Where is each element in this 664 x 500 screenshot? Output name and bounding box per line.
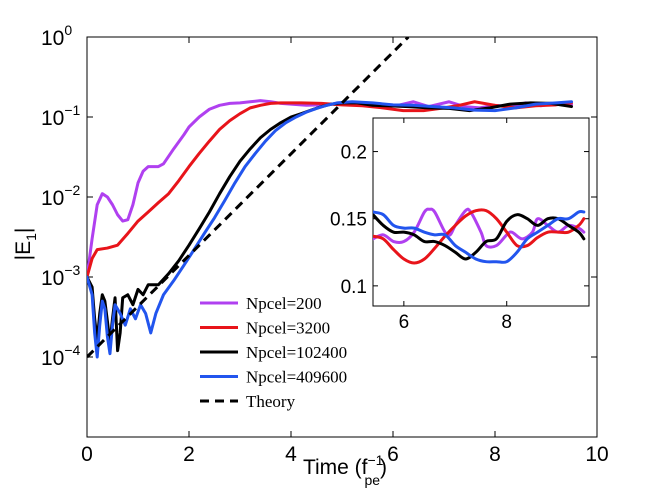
x-tick-label: 2 — [183, 443, 195, 466]
x-tick-label: 8 — [489, 443, 501, 466]
inset-y-tick-label: 0.15 — [330, 210, 367, 231]
inset-axis-ticks — [373, 118, 589, 306]
y-tick-label: 10−4 — [41, 342, 81, 370]
inset-series-line-3 — [373, 210, 586, 264]
inset-series-line-1 — [373, 208, 586, 265]
legend-label-0: Npcel=200 — [246, 294, 322, 313]
x-tick-label: 0 — [81, 443, 93, 466]
y-tick-label: 10−2 — [41, 182, 81, 210]
inset-x-tick-label: 8 — [501, 312, 512, 333]
series-line-4 — [87, 37, 410, 359]
inset-plot-frame — [372, 117, 590, 307]
legend-label-4: Theory — [246, 392, 296, 411]
x-tick-label: 6 — [387, 443, 399, 466]
series-line-3 — [87, 100, 573, 359]
x-tick-label: 10 — [585, 443, 608, 466]
inset-series-group — [373, 207, 586, 265]
y-tick-label: 10−1 — [41, 102, 81, 130]
x-tick-label: 4 — [285, 443, 297, 466]
series-line-0 — [87, 99, 573, 279]
inset-plot: 6 8 0.1 0.15 0.2 — [330, 117, 590, 333]
inset-x-tick-label: 6 — [399, 312, 410, 333]
y-tick-label: 100 — [41, 22, 72, 50]
legend: Npcel=200 Npcel=3200 Npcel=102400 Npcel=409… — [200, 294, 347, 411]
y-tick-label: 10−3 — [41, 262, 81, 290]
x-axis-label: Time (f−1 pe) — [303, 452, 387, 488]
inset-series-line-2 — [373, 213, 586, 261]
inset-y-tick-label: 0.1 — [341, 277, 367, 298]
inset-tick-labels: 6 8 0.1 0.15 0.2 — [330, 143, 512, 333]
series-line-1 — [87, 100, 573, 279]
main-tick-labels: 0 2 4 6 8 10 100 10−1 10−2 10−3 10−4 — [41, 22, 609, 466]
legend-label-3: Npcel=409600 — [246, 368, 347, 387]
y-axis-label: |E1| — [12, 228, 39, 261]
legend-label-2: Npcel=102400 — [246, 343, 347, 362]
legend-label-1: Npcel=3200 — [246, 319, 330, 338]
inset-y-tick-label: 0.2 — [341, 143, 367, 164]
main-series-group — [87, 37, 573, 359]
